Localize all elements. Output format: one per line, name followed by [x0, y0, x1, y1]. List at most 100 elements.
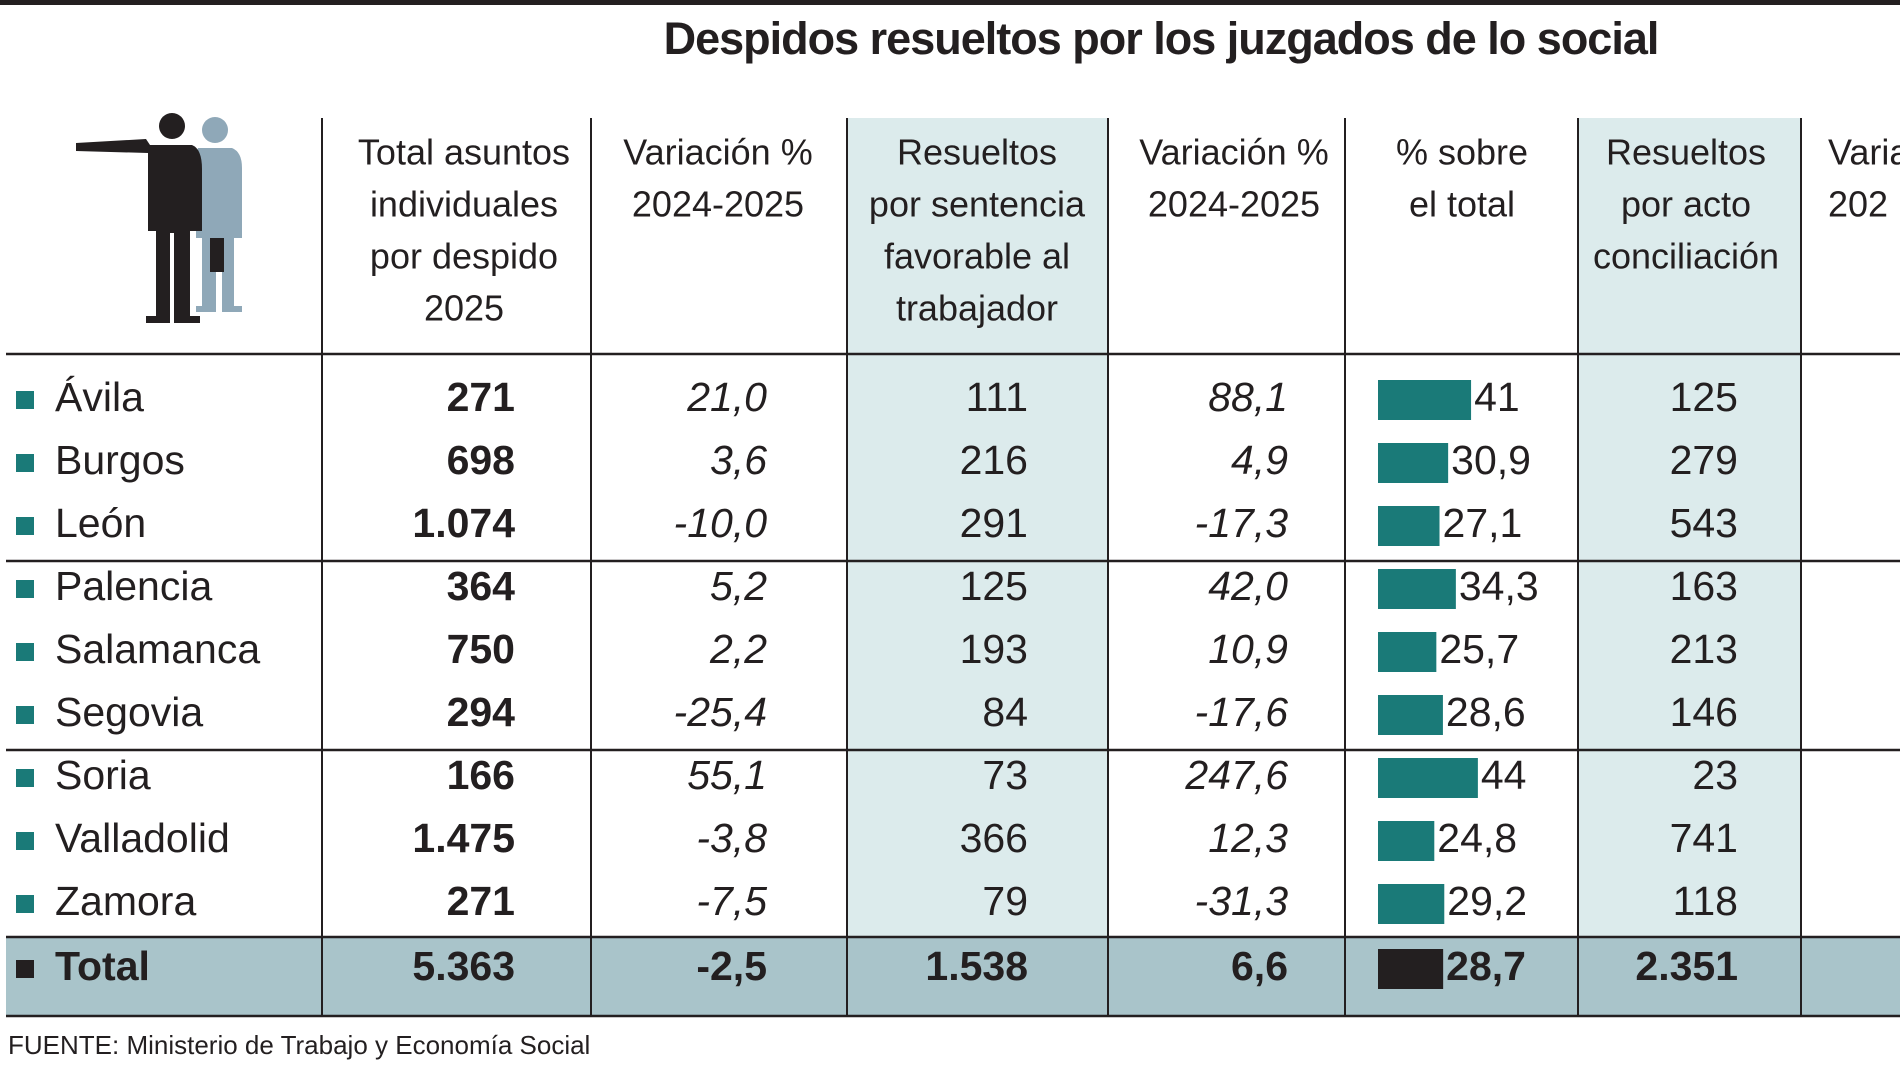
- column-header: individuales: [370, 184, 558, 225]
- table-grid: [6, 118, 1900, 1018]
- bullet: [16, 706, 34, 724]
- total-cell: 5.363: [412, 943, 515, 989]
- row-label: Soria: [55, 752, 151, 798]
- title: Despidos resueltos por los juzgados de l…: [664, 13, 1659, 64]
- conciliacion-cell: 741: [1670, 815, 1738, 861]
- total-cell: 271: [447, 374, 515, 420]
- row-label: Segovia: [55, 689, 203, 735]
- variation-cell: -7,5: [696, 878, 767, 924]
- pct-bar: [1378, 758, 1478, 798]
- row-label: Total: [55, 943, 150, 989]
- row-label: León: [55, 500, 146, 546]
- bullet: [16, 769, 34, 787]
- pct-bar: [1378, 884, 1445, 924]
- conciliacion-cell: 125: [1670, 374, 1738, 420]
- pct-bar: [1378, 695, 1443, 735]
- variation-cell: -3,8: [696, 815, 767, 861]
- bullet: [16, 391, 34, 409]
- pct-bar: [1378, 380, 1472, 420]
- pct-label: 27,1: [1443, 500, 1523, 546]
- pct-bar: [1378, 569, 1456, 609]
- column-header: favorable al: [884, 236, 1070, 277]
- column-header: 2024-2025: [632, 184, 804, 225]
- top-rule: [0, 0, 1900, 5]
- variation-cell: 21,0: [686, 374, 767, 420]
- variation-cell: 6,6: [1231, 943, 1288, 989]
- column-header: % sobre: [1396, 132, 1528, 173]
- sentencia-cell: 193: [960, 626, 1028, 672]
- bullet: [16, 960, 34, 978]
- row-label: Palencia: [55, 563, 212, 609]
- sentencia-cell: 111: [966, 374, 1028, 420]
- bullet: [16, 454, 34, 472]
- pct-label: 41: [1474, 374, 1520, 420]
- total-cell: 294: [447, 689, 516, 735]
- pct-bar: [1378, 506, 1440, 546]
- total-cell: 750: [447, 626, 515, 672]
- bullet: [16, 580, 34, 598]
- variation-cell: -2,5: [696, 943, 767, 989]
- sentencia-cell: 125: [960, 563, 1028, 609]
- variation-cell: -17,3: [1195, 500, 1289, 546]
- bullet: [16, 517, 34, 535]
- variation-cell: 55,1: [687, 752, 767, 798]
- column-header: por acto: [1621, 184, 1751, 225]
- pct-label: 28,7: [1446, 943, 1526, 989]
- row-label: Salamanca: [55, 626, 260, 672]
- pct-bar: [1378, 443, 1449, 483]
- sentencia-cell: 73: [982, 752, 1028, 798]
- column-header: el total: [1409, 184, 1515, 225]
- variation-cell: 3,6: [710, 437, 767, 483]
- variation-cell: -25,4: [674, 689, 767, 735]
- variation-cell: 247,6: [1184, 752, 1288, 798]
- pct-label: 44: [1481, 752, 1527, 798]
- source: FUENTE: Ministerio de Trabajo y Economía…: [8, 1030, 590, 1060]
- column-header: Resueltos: [1606, 132, 1766, 173]
- column-header: Total asuntos: [358, 132, 570, 173]
- variation-cell: 5,2: [710, 563, 767, 609]
- variation-cell: -31,3: [1195, 878, 1289, 924]
- conciliacion-cell: 163: [1670, 563, 1738, 609]
- column-header: por despido: [370, 236, 558, 277]
- total-cell: 698: [447, 437, 515, 483]
- total-cell: 364: [447, 563, 516, 609]
- conciliacion-cell: 23: [1692, 752, 1738, 798]
- variation-cell: 4,9: [1231, 437, 1288, 483]
- sentencia-cell: 79: [982, 878, 1028, 924]
- column-header: 2025: [424, 288, 504, 329]
- column-header: Resueltos: [897, 132, 1057, 173]
- bullet: [16, 895, 34, 913]
- sentencia-cell: 84: [982, 689, 1028, 735]
- bullet: [16, 643, 34, 661]
- sentencia-cell: 216: [960, 437, 1028, 483]
- column-header: por sentencia: [869, 184, 1086, 225]
- column-header: 202: [1828, 184, 1888, 225]
- sentencia-cell: 366: [960, 815, 1028, 861]
- row-label: Ávila: [55, 374, 144, 420]
- variation-cell: 88,1: [1208, 374, 1288, 420]
- column-header: trabajador: [896, 288, 1058, 329]
- conciliacion-cell: 543: [1670, 500, 1738, 546]
- pct-label: 29,2: [1447, 878, 1527, 924]
- pct-bar: [1378, 821, 1435, 861]
- column-header: 2024-2025: [1148, 184, 1320, 225]
- variation-cell: -17,6: [1195, 689, 1289, 735]
- variation-cell: 10,9: [1208, 626, 1288, 672]
- column-header: conciliación: [1593, 236, 1779, 277]
- conciliacion-cell: 213: [1670, 626, 1738, 672]
- conciliacion-cell: 118: [1673, 878, 1738, 924]
- pct-label: 25,7: [1439, 626, 1519, 672]
- shade-column: [1578, 118, 1801, 937]
- pct-label: 34,3: [1459, 563, 1539, 609]
- pct-label: 30,9: [1451, 437, 1531, 483]
- row-label: Valladolid: [55, 815, 230, 861]
- pct-label: 28,6: [1446, 689, 1526, 735]
- total-cell: 1.074: [412, 500, 515, 546]
- total-cell: 1.475: [412, 815, 515, 861]
- variation-cell: 2,2: [709, 626, 767, 672]
- row-label: Burgos: [55, 437, 185, 483]
- variation-cell: 42,0: [1208, 563, 1288, 609]
